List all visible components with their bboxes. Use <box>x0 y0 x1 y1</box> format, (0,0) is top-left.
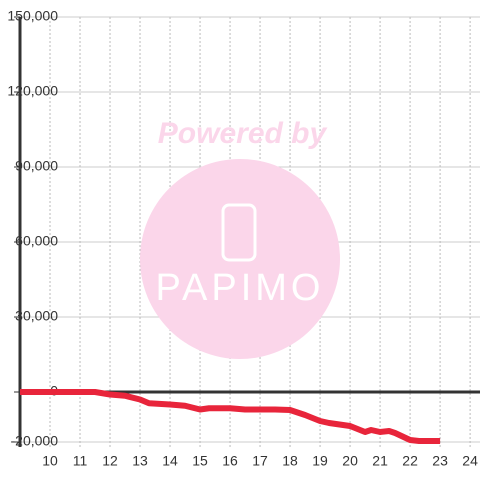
x-tick-label: 24 <box>462 453 478 469</box>
y-tick-label: 150,000 <box>7 8 58 24</box>
x-tick-label: 10 <box>42 453 58 469</box>
x-tick-label: 21 <box>372 453 388 469</box>
x-tick-label: 22 <box>402 453 418 469</box>
x-tick-label: 12 <box>102 453 118 469</box>
x-tick-label: 16 <box>222 453 238 469</box>
y-tick-label: 120,000 <box>7 83 58 99</box>
data-line <box>20 389 441 444</box>
y-tick-label: -20,000 <box>11 433 59 449</box>
x-tick-label: 15 <box>192 453 208 469</box>
watermark-logo: PAPIMO <box>156 267 325 309</box>
x-tick-label: 23 <box>432 453 448 469</box>
x-tick-label: 13 <box>132 453 148 469</box>
x-tick-label: 11 <box>73 453 88 469</box>
x-tick-label: 14 <box>162 453 178 469</box>
y-tick-label: 60,000 <box>15 233 58 249</box>
watermark-text: Powered by <box>158 117 328 150</box>
watermark-icon <box>221 203 257 262</box>
x-tick-label: 19 <box>312 453 328 469</box>
y-tick-label: 30,000 <box>15 308 58 324</box>
y-tick-label: 90,000 <box>15 158 58 174</box>
x-tick-label: 17 <box>252 453 268 469</box>
x-tick-label: 20 <box>342 453 358 469</box>
x-tick-label: 18 <box>282 453 298 469</box>
